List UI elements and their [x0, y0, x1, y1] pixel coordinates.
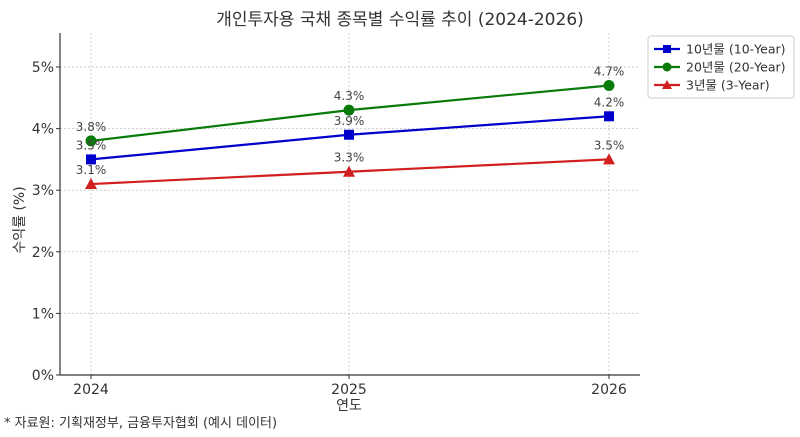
data-label: 3.3% [334, 151, 365, 165]
y-tick-label: 2% [32, 245, 54, 261]
data-label: 4.7% [594, 64, 625, 78]
triangle-marker-icon [85, 178, 97, 190]
data-label: 4.3% [334, 89, 365, 103]
legend-box [647, 35, 795, 99]
triangle-marker-icon [603, 153, 615, 165]
y-tick-label: 3% [32, 183, 54, 199]
data-label: 3.5% [76, 138, 107, 152]
series-2 [85, 153, 615, 190]
x-axis-label: 연도 [336, 398, 362, 414]
series-lines [85, 79, 615, 190]
triangle-marker-icon [662, 80, 672, 89]
y-tick-label: 0% [32, 368, 54, 384]
square-marker-icon [344, 129, 354, 140]
y-axis-label: 수익률 (%) [12, 186, 28, 253]
y-tick-label: 4% [32, 122, 54, 138]
y-tick-label: 1% [32, 306, 54, 322]
x-tick-label: 2025 [331, 382, 367, 398]
square-marker-icon [604, 111, 614, 122]
footnote: * 자료원: 기획재정부, 금융투자협회 (예시 데이터) [4, 416, 277, 431]
data-label: 4.2% [594, 95, 625, 109]
grid [60, 33, 640, 375]
legend-label: 20년물 (20-Year) [686, 60, 786, 75]
triangle-marker-icon [343, 165, 355, 177]
data-label: 3.5% [594, 138, 625, 152]
legend-item: 3년물 (3-Year) [654, 78, 770, 93]
series-1 [85, 79, 615, 147]
x-tick-label: 2024 [73, 382, 109, 398]
circle-marker-icon [603, 79, 615, 91]
data-label: 3.9% [334, 114, 365, 128]
legend: 10년물 (10-Year) 20년물 (20-Year) 3년물 (3-Year) [647, 35, 795, 99]
circle-marker-icon [662, 62, 672, 72]
data-label: 3.1% [76, 163, 107, 177]
square-marker-icon [663, 45, 671, 53]
data-label: 3.8% [76, 120, 107, 134]
legend-item: 20년물 (20-Year) [654, 60, 786, 75]
legend-label: 3년물 (3-Year) [686, 78, 770, 93]
circle-marker-icon [343, 104, 355, 116]
chart-title: 개인투자용 국채 종목별 수익률 추이 (2024-2026) [216, 10, 584, 30]
legend-item: 10년물 (10-Year) [654, 42, 786, 57]
legend-label: 10년물 (10-Year) [686, 42, 786, 57]
circle-marker-icon [85, 135, 97, 147]
series-0 [86, 111, 614, 165]
x-tick-label: 2026 [591, 382, 627, 398]
data-labels: 3.5% 3.9% 4.2% 3.8% 4.3% 4.7% 3.1% 3.3% 3.5% [76, 64, 625, 177]
y-tick-label: 5% [32, 60, 54, 76]
axes: 0% 1% 2% 3% 4% 5% 2024 2025 2026 [32, 33, 640, 398]
square-marker-icon [86, 154, 96, 165]
